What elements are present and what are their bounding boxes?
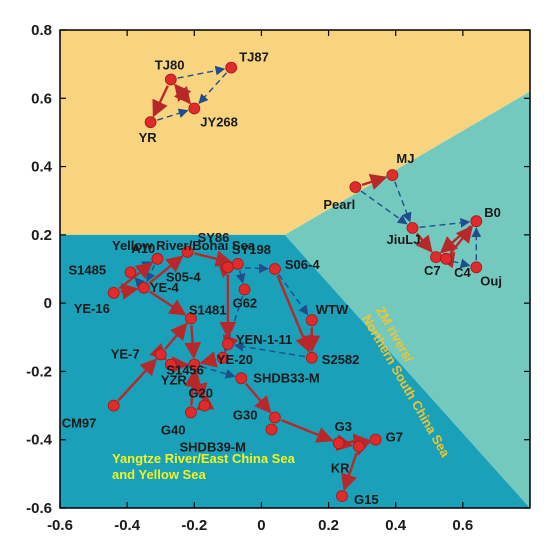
label-G40: G40 [161, 422, 186, 437]
region-label-line: and Yellow Sea [112, 467, 206, 482]
region-label-line: Yellow River/Bohai Sea [112, 238, 256, 253]
label-G3: G3 [335, 419, 352, 434]
label-YE-20: YE-20 [217, 352, 253, 367]
point-TJ87 [226, 62, 237, 73]
label-JiuLJ: JiuLJ [387, 232, 421, 247]
arrow-G3-KR [346, 444, 352, 445]
point-G3 [333, 438, 344, 449]
point-YR [145, 117, 156, 128]
point-MJ [387, 170, 398, 181]
label-JY268: JY268 [200, 115, 238, 130]
label-G20: G20 [188, 386, 213, 401]
label-YEN-1-11: YEN-1-11 [236, 332, 292, 347]
x-tick-label: 0.2 [318, 517, 339, 534]
label-G7: G7 [386, 430, 403, 445]
arrow-G20-G40 [197, 409, 198, 410]
label-S1481: S1481 [189, 303, 227, 318]
label-Ouj: Ouj [480, 273, 502, 288]
y-tick-label: -0.2 [26, 363, 52, 380]
point-Ouj [471, 262, 482, 273]
point-YEN-1-11 [222, 339, 233, 350]
label-WTW: WTW [316, 302, 349, 317]
point-SHDB39-M [266, 424, 277, 435]
label-YE-4: YE-4 [150, 280, 180, 295]
y-tick-label: 0.8 [31, 22, 52, 39]
point-Pearl [350, 182, 361, 193]
label-C4: C4 [454, 265, 471, 280]
point-C7 [431, 252, 442, 263]
x-tick-label: -0.4 [114, 517, 141, 534]
x-tick-label: 0.4 [385, 517, 407, 534]
label-YR: YR [139, 130, 158, 145]
point-SHDB33-M [236, 373, 247, 384]
label-TJ80: TJ80 [155, 58, 185, 73]
label-G62: G62 [233, 296, 258, 311]
point-G62 [239, 284, 250, 295]
point-B0 [471, 216, 482, 227]
point-G20 [199, 400, 210, 411]
y-tick-label: 0 [44, 295, 52, 312]
point-YE-4 [138, 282, 149, 293]
label-G30: G30 [233, 408, 258, 423]
label-S1485: S1485 [69, 262, 107, 277]
point-C4 [441, 253, 452, 264]
y-tick-label: 0.2 [31, 227, 52, 244]
point-CM97 [108, 400, 119, 411]
label-KR: KR [331, 461, 350, 476]
label-MJ: MJ [396, 151, 414, 166]
x-tick-label: -0.6 [47, 517, 73, 534]
region-label-0: Yellow River/Bohai Sea [112, 238, 256, 253]
y-tick-label: -0.4 [26, 432, 53, 449]
label-SHDB33-M: SHDB33-M [253, 370, 319, 385]
y-tick-label: -0.6 [26, 500, 52, 517]
y-tick-label: 0.6 [31, 90, 52, 107]
point-S06-4 [269, 264, 280, 275]
point-YE-16 [108, 287, 119, 298]
point-S05-4 [222, 262, 233, 273]
label-TJ87: TJ87 [239, 50, 269, 65]
point-G30 [269, 412, 280, 423]
arrow-KR-G7 [365, 442, 369, 444]
point-JY268 [189, 103, 200, 114]
point-S2582 [306, 352, 317, 363]
y-tick-label: 0.4 [31, 159, 53, 176]
point-S1485 [125, 267, 136, 278]
point-YE-7 [155, 349, 166, 360]
label-B0: B0 [484, 205, 501, 220]
label-S2582: S2582 [322, 352, 360, 367]
point-TJ80 [165, 74, 176, 85]
point-G40 [185, 407, 196, 418]
label-YE-7: YE-7 [111, 346, 140, 361]
point-KR [353, 441, 364, 452]
label-CM97: CM97 [62, 416, 97, 431]
label-YE-16: YE-16 [74, 301, 110, 316]
x-tick-label: 0.6 [452, 517, 473, 534]
point-G7 [370, 434, 381, 445]
label-C7: C7 [424, 263, 441, 278]
region-label-line: Yangtze River/East China Sea [112, 451, 296, 466]
label-S1456: S1456 [166, 363, 204, 378]
label-Pearl: Pearl [323, 197, 355, 212]
point-SY198 [232, 258, 243, 269]
x-tick-label: -0.2 [181, 517, 207, 534]
label-S06-4: S06-4 [285, 257, 320, 272]
x-tick-label: 0 [257, 517, 265, 534]
label-G15: G15 [354, 492, 379, 507]
point-G15 [337, 491, 348, 502]
